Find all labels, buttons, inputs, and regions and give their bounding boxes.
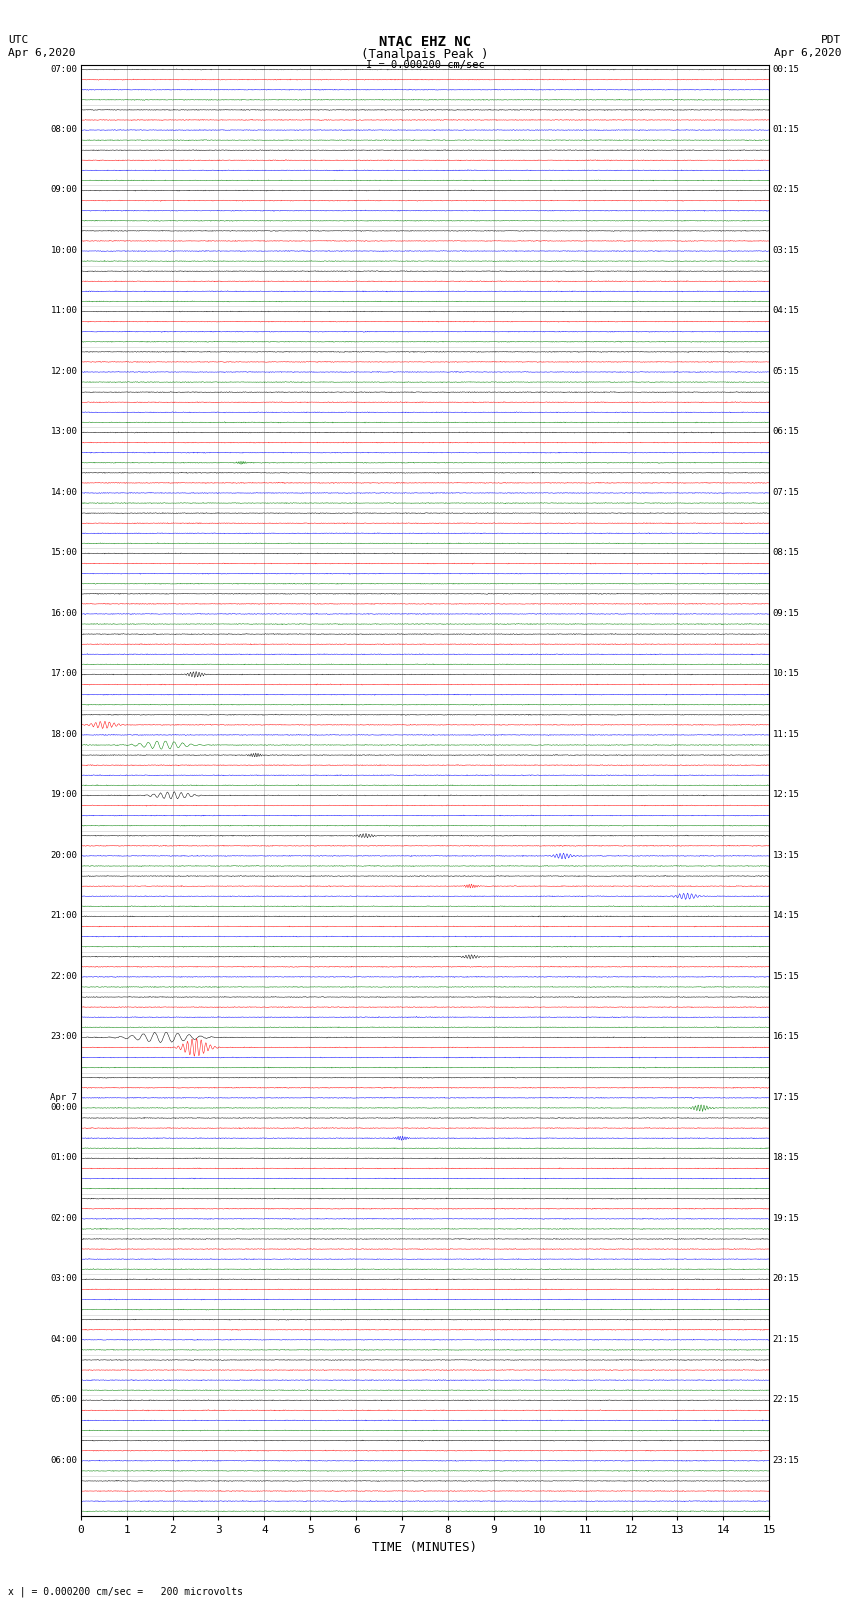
Text: Apr 6,2020: Apr 6,2020 <box>774 48 842 58</box>
Text: 09:00: 09:00 <box>50 185 77 195</box>
Text: 02:00: 02:00 <box>50 1215 77 1223</box>
Text: 19:15: 19:15 <box>773 1215 800 1223</box>
Text: 07:00: 07:00 <box>50 65 77 74</box>
Text: 13:00: 13:00 <box>50 427 77 437</box>
Text: 02:15: 02:15 <box>773 185 800 195</box>
Text: 10:15: 10:15 <box>773 669 800 679</box>
Text: 10:00: 10:00 <box>50 247 77 255</box>
Text: Apr 6,2020: Apr 6,2020 <box>8 48 76 58</box>
Text: 08:15: 08:15 <box>773 548 800 558</box>
Text: 05:15: 05:15 <box>773 368 800 376</box>
Text: 21:15: 21:15 <box>773 1336 800 1344</box>
Text: 06:15: 06:15 <box>773 427 800 437</box>
Text: (Tanalpais Peak ): (Tanalpais Peak ) <box>361 48 489 61</box>
Text: 23:00: 23:00 <box>50 1032 77 1042</box>
Text: 01:00: 01:00 <box>50 1153 77 1163</box>
Text: I = 0.000200 cm/sec: I = 0.000200 cm/sec <box>366 60 484 69</box>
Text: 04:00: 04:00 <box>50 1336 77 1344</box>
Text: 14:15: 14:15 <box>773 911 800 921</box>
Text: 00:15: 00:15 <box>773 65 800 74</box>
Text: 18:15: 18:15 <box>773 1153 800 1163</box>
Text: 13:15: 13:15 <box>773 852 800 860</box>
Text: 17:15: 17:15 <box>773 1094 800 1102</box>
Text: 19:00: 19:00 <box>50 790 77 800</box>
Text: 09:15: 09:15 <box>773 610 800 618</box>
Text: 17:00: 17:00 <box>50 669 77 679</box>
Text: 18:00: 18:00 <box>50 729 77 739</box>
X-axis label: TIME (MINUTES): TIME (MINUTES) <box>372 1540 478 1553</box>
Text: NTAC EHZ NC: NTAC EHZ NC <box>379 35 471 50</box>
Text: 11:00: 11:00 <box>50 306 77 316</box>
Text: 20:15: 20:15 <box>773 1274 800 1284</box>
Text: Apr 7
00:00: Apr 7 00:00 <box>50 1094 77 1113</box>
Text: 14:00: 14:00 <box>50 487 77 497</box>
Text: 12:00: 12:00 <box>50 368 77 376</box>
Text: 16:15: 16:15 <box>773 1032 800 1042</box>
Text: 01:15: 01:15 <box>773 126 800 134</box>
Text: 06:00: 06:00 <box>50 1455 77 1465</box>
Text: 15:15: 15:15 <box>773 971 800 981</box>
Text: 11:15: 11:15 <box>773 729 800 739</box>
Text: 20:00: 20:00 <box>50 852 77 860</box>
Text: 04:15: 04:15 <box>773 306 800 316</box>
Text: 21:00: 21:00 <box>50 911 77 921</box>
Text: 08:00: 08:00 <box>50 126 77 134</box>
Text: 07:15: 07:15 <box>773 487 800 497</box>
Text: UTC: UTC <box>8 35 29 45</box>
Text: 12:15: 12:15 <box>773 790 800 800</box>
Text: 22:00: 22:00 <box>50 971 77 981</box>
Text: PDT: PDT <box>821 35 842 45</box>
Text: 15:00: 15:00 <box>50 548 77 558</box>
Text: 23:15: 23:15 <box>773 1455 800 1465</box>
Text: 03:00: 03:00 <box>50 1274 77 1284</box>
Text: 03:15: 03:15 <box>773 247 800 255</box>
Text: 05:00: 05:00 <box>50 1395 77 1405</box>
Text: 22:15: 22:15 <box>773 1395 800 1405</box>
Text: 16:00: 16:00 <box>50 610 77 618</box>
Text: x | = 0.000200 cm/sec =   200 microvolts: x | = 0.000200 cm/sec = 200 microvolts <box>8 1586 243 1597</box>
